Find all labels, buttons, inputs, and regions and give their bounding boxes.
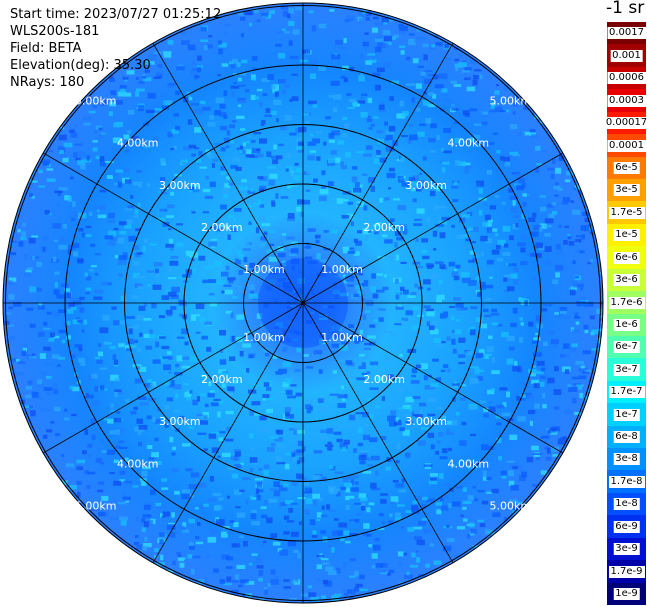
range-label: 2.00km <box>363 221 405 234</box>
colorbar-label: 3e-7 <box>613 363 640 376</box>
colorbar-swatch: 6e-8 <box>607 425 646 449</box>
colorbar-label: 1e-8 <box>613 498 640 511</box>
colorbar-swatch: 3e-9 <box>607 537 646 561</box>
range-label: 2.00km <box>201 373 243 386</box>
azimuth-line <box>302 152 564 304</box>
range-label: 2.00km <box>201 221 243 234</box>
colorbar-label: 6e-7 <box>613 341 640 354</box>
colorbar-label: 1e-5 <box>613 229 640 242</box>
range-label: 1.00km <box>321 331 363 344</box>
range-label: 4.00km <box>447 457 489 470</box>
colorbar-swatch: 1e-7 <box>607 403 646 427</box>
colorbar-swatch: 1.7e-9 <box>607 560 646 584</box>
colorbar-label: 1.7e-8 <box>608 475 645 488</box>
colorbar-label: 1e-7 <box>613 408 640 421</box>
azimuth-line <box>302 302 454 564</box>
azimuth-line <box>152 42 304 304</box>
colorbar-swatch: 0.0001 <box>607 134 646 158</box>
colorbar-label: 0.001 <box>610 49 643 62</box>
colorbar-label: 6e-9 <box>613 520 640 533</box>
colorbar-label: 0.00017 <box>603 117 647 130</box>
outer-ring <box>2 2 604 604</box>
colorbar-swatch: 3e-7 <box>607 358 646 382</box>
range-label: 4.00km <box>117 137 159 150</box>
range-label: 5.00km <box>490 499 532 512</box>
colorbar-label: 6e-5 <box>613 161 640 174</box>
colorbar-label: 0.0017 <box>607 27 646 40</box>
colorbar-swatch: 0.00017 <box>603 111 647 135</box>
colorbar-swatch: 1.7e-6 <box>607 291 646 314</box>
range-label: 1.00km <box>321 263 363 276</box>
instrument-label: WLS200s-181 <box>10 24 100 39</box>
range-label: 3.00km <box>159 179 201 192</box>
colorbar-swatch: 0.0003 <box>607 89 646 113</box>
nrays-label: NRays: 180 <box>10 75 85 90</box>
colorbar: -1 sr 0.0017 0.001 0.0006 0.0003 0.00017 0.00… <box>603 0 647 607</box>
start-time-label: Start time: 2023/07/27 01:25:12 <box>10 7 222 22</box>
colorbar-swatch: 6e-6 <box>607 246 646 270</box>
ppi-plot: 1.00km 1.00km 1.00km 1.00km 2.00km 2.00km 2.00… <box>2 2 604 604</box>
colorbar-swatch: 1.7e-5 <box>607 201 646 225</box>
range-label: 5.00km <box>490 95 532 108</box>
range-labels: 1.00km 1.00km 1.00km 1.00km 2.00km 2.00km 2.00… <box>75 95 531 513</box>
azimuth-line <box>302 42 454 304</box>
colorbar-swatch: 6e-9 <box>607 515 646 539</box>
colorbar-swatch: 6e-5 <box>607 156 646 180</box>
colorbar-swatch: 3e-5 <box>607 178 646 202</box>
colorbar-swatch: 3e-6 <box>607 268 646 292</box>
range-label: 2.00km <box>363 373 405 386</box>
range-label: 1.00km <box>243 263 285 276</box>
azimuth-lines <box>3 3 603 603</box>
colorbar-swatch: 6e-7 <box>607 335 646 359</box>
colorbar-swatch: 1.7e-8 <box>607 470 646 494</box>
azimuth-line <box>42 152 304 304</box>
colorbar-label: 3e-8 <box>613 453 640 466</box>
colorbar-swatch: 1e-9 <box>607 582 646 606</box>
colorbar-label: 6e-6 <box>613 251 640 264</box>
colorbar-swatch: 1.7e-7 <box>607 380 646 404</box>
range-label: 4.00km <box>447 137 489 150</box>
colorbar-label: 1.7e-7 <box>608 386 645 399</box>
azimuth-line <box>42 302 304 454</box>
colorbar-label: 3e-6 <box>613 274 640 287</box>
colorbar-swatch: 0.0006 <box>607 66 646 90</box>
range-label: 3.00km <box>405 179 447 192</box>
range-label: 1.00km <box>243 331 285 344</box>
range-label: 3.00km <box>405 415 447 428</box>
colorbar-label: 6e-8 <box>613 431 640 444</box>
elevation-label: Elevation(deg): 35.30 <box>10 58 151 73</box>
range-label: 3.00km <box>159 415 201 428</box>
colorbar-label: 3e-9 <box>613 543 640 556</box>
range-label: 5.00km <box>75 499 117 512</box>
azimuth-line <box>302 302 564 454</box>
colorbar-swatch: 0.0017 <box>607 22 646 45</box>
colorbar-label: 1.7e-6 <box>608 296 645 309</box>
range-label: 4.00km <box>117 457 159 470</box>
colorbar-swatch: 3e-8 <box>607 448 646 471</box>
colorbar-swatch: 1e-6 <box>607 313 646 337</box>
colorbar-label: 0.0001 <box>607 139 646 152</box>
colorbar-label: 1e-9 <box>613 588 640 601</box>
range-label: 5.00km <box>75 95 117 108</box>
colorbar-label: 1.7e-5 <box>608 206 645 219</box>
colorbar-title: -1 sr <box>606 0 645 18</box>
field-label: Field: BETA <box>10 41 82 56</box>
colorbar-swatch: 0.001 <box>607 44 646 68</box>
colorbar-label: 1e-6 <box>613 318 640 331</box>
colorbar-label: 3e-5 <box>613 184 640 197</box>
colorbar-swatch: 1e-8 <box>607 492 646 516</box>
colorbar-label: 0.0003 <box>607 94 646 107</box>
colorbar-label: 0.0006 <box>607 72 646 85</box>
colorbar-label: 1.7e-9 <box>608 565 645 578</box>
colorbar-swatch: 1e-5 <box>607 223 646 247</box>
azimuth-line <box>152 302 304 564</box>
